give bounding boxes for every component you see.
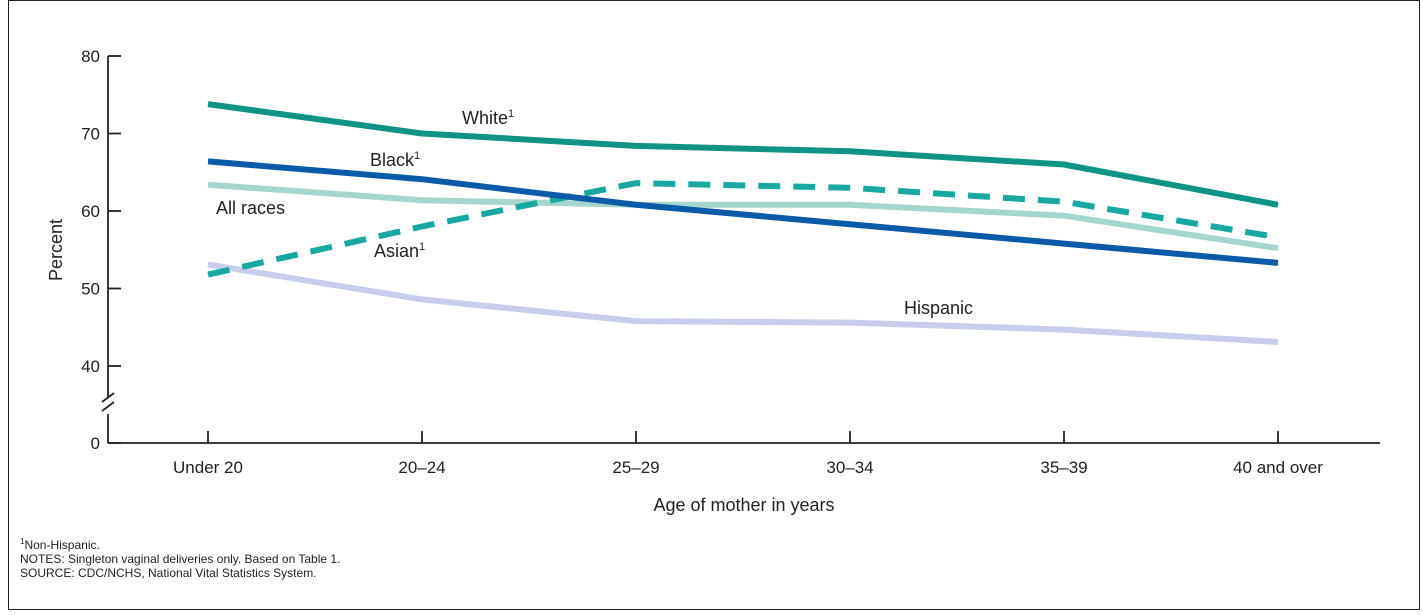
x-tick-label: 25–29 bbox=[612, 458, 659, 477]
series-line-white bbox=[207, 101, 1279, 208]
y-tick-label: 50 bbox=[81, 280, 100, 299]
chart-notes: 1Non-Hispanic. NOTES: Singleton vaginal … bbox=[20, 537, 341, 581]
axes: 80 70 60 50 40 0 Under 20 20–24 25–29 30–34 35–39 4… bbox=[46, 47, 1380, 515]
x-tick-label: Under 20 bbox=[173, 458, 243, 477]
series-labels: White1 Black1 All races Asian1 Hispanic bbox=[216, 108, 973, 318]
series-label-superscript: 1 bbox=[508, 108, 514, 120]
series-line-hispanic bbox=[207, 261, 1279, 345]
footnote: 1Non-Hispanic. bbox=[20, 537, 340, 553]
series-label-superscript: 1 bbox=[414, 150, 420, 162]
x-tick-label: 20–24 bbox=[398, 458, 445, 477]
series-line-all-races bbox=[207, 181, 1279, 252]
axis-break-mark bbox=[101, 401, 115, 412]
series-label-black: Black1 bbox=[370, 150, 420, 170]
y-tick-label: 70 bbox=[81, 125, 100, 144]
x-tick-label: 30–34 bbox=[826, 458, 873, 477]
series-line-black bbox=[207, 158, 1279, 266]
y-axis-title: Percent bbox=[46, 219, 66, 281]
series-label-hispanic: Hispanic bbox=[904, 298, 973, 318]
series-line-asian bbox=[207, 180, 1279, 278]
y-tick-label: 40 bbox=[81, 357, 100, 376]
x-tick-label: 35–39 bbox=[1040, 458, 1087, 477]
footnote-marker: 1 bbox=[20, 537, 25, 546]
x-tick-label: 40 and over bbox=[1233, 458, 1323, 477]
series-label-asian: Asian1 bbox=[374, 241, 425, 261]
y-tick-label: 80 bbox=[81, 47, 100, 66]
x-axis-title: Age of mother in years bbox=[653, 495, 834, 515]
footnote-text: Non-Hispanic. bbox=[24, 538, 100, 552]
source-line: SOURCE: CDC/NCHS, National Vital Statist… bbox=[20, 566, 317, 580]
axis-break-mark bbox=[101, 392, 115, 403]
notes-line: NOTES: Singleton vaginal deliveries only… bbox=[20, 552, 341, 566]
y-tick-label: 60 bbox=[81, 202, 100, 221]
series-label-white: White1 bbox=[462, 108, 514, 128]
series-label-superscript: 1 bbox=[419, 241, 425, 253]
chart-frame bbox=[8, 0, 1420, 610]
series-label-all-races: All races bbox=[216, 198, 285, 218]
y-tick-label: 0 bbox=[91, 434, 100, 453]
series-lines bbox=[207, 101, 1279, 345]
